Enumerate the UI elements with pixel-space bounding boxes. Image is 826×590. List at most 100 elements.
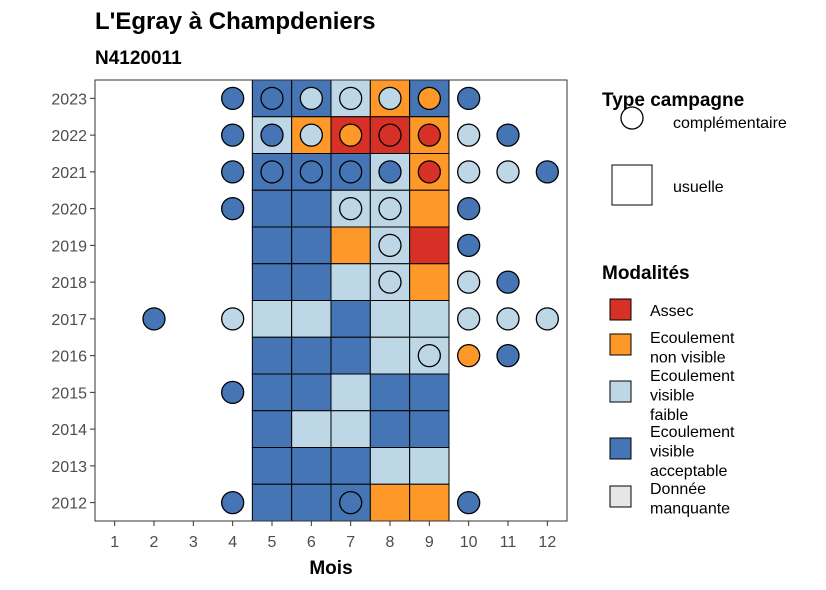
point-2020-7 [339,196,363,221]
point-2023-5 [260,86,284,111]
y-tick-label: 2016 [51,349,87,366]
point-2021-9 [417,160,441,184]
cell-2016-8 [369,336,411,375]
point-2021-4 [221,160,245,184]
point-2021-8 [378,160,402,184]
legend-label-faible: visible [650,388,695,405]
cell-2016-5 [251,336,293,375]
point-2020-10 [457,196,481,221]
cell-2018-9 [409,263,450,301]
point-2015-4 [221,380,245,405]
legend-key-faible [609,380,632,403]
cell-2016-6 [291,336,332,375]
cell-2014-8 [369,410,411,448]
cell-2013-5 [251,447,293,485]
legend-type-label: usuelle [673,179,724,196]
legend-label-faible: faible [650,407,688,424]
cell-2016-7 [330,336,371,375]
legend-type-usuelle-key [611,164,653,206]
point-2022-4 [221,123,245,147]
complementary-circles-layer [142,86,559,515]
cell-2021-8 [369,153,411,191]
point-2018-8 [378,270,402,294]
cell-2014-6 [291,410,332,448]
point-2023-9 [417,86,441,111]
cell-2019-7 [330,226,371,265]
y-tick-label: 2018 [51,275,87,292]
legend-label-manquante: manquante [650,501,730,518]
point-2019-8 [378,233,402,258]
point-2023-7 [339,86,363,111]
y-axis: 2012 2013 2014 2015 2016 2017 2018 2019 2020 2021… [51,91,95,513]
legend-key-acceptable [609,437,632,460]
point-2021-11 [496,160,520,184]
cell-2020-9 [409,189,450,228]
x-tick-label: 2 [150,534,159,551]
point-2021-5 [260,160,284,184]
cell-2018-7 [330,263,371,301]
y-tick-label: 2014 [51,422,87,439]
legend-type-campagne: Type campagne complémentaire usuelle [602,90,787,206]
plot-panel-border [94,79,568,522]
point-2023-10 [457,86,481,111]
y-tick-label: 2019 [51,238,87,255]
point-2021-12 [535,160,559,184]
cell-2017-6 [291,300,332,338]
legend-type-complementaire-key [620,106,644,130]
point-2023-8 [378,86,402,111]
point-2019-10 [457,233,481,258]
point-2017-12 [535,307,559,331]
legend-label-acceptable: visible [650,444,695,461]
cell-2014-9 [409,410,450,448]
point-2017-10 [457,307,481,331]
y-tick-label: 2020 [51,202,87,219]
cell-2019-5 [251,226,293,265]
x-tick-label: 12 [538,534,556,551]
cell-2015-6 [291,373,332,412]
legend-key-manquante [609,485,632,508]
legend-key-non_visible [609,333,632,356]
x-tick-label: 11 [500,534,517,551]
cell-2020-5 [251,189,293,228]
x-tick-label: 1 [110,534,119,551]
cell-2019-9 [409,226,450,265]
y-tick-label: 2017 [51,312,87,329]
legend-type-label: complémentaire [673,115,787,132]
point-2021-7 [339,160,363,184]
point-2022-8 [378,123,402,147]
cell-2022-7 [330,116,371,154]
cell-2017-5 [251,300,293,338]
point-2021-10 [457,160,481,184]
point-2022-6 [299,123,323,147]
cell-2017-7 [330,300,371,338]
point-2016-10 [457,343,481,368]
point-2022-10 [457,123,481,147]
legend-label-acceptable: Ecoulement [650,424,735,441]
cell-2018-6 [291,263,332,301]
legend-label-faible: Ecoulement [650,368,735,385]
cell-2012-9 [409,483,450,522]
cell-2012-5 [251,483,293,522]
x-axis-title: Mois [309,558,352,579]
point-2020-4 [221,196,245,221]
x-tick-label: 3 [189,534,198,551]
cell-2013-9 [409,447,450,485]
cell-2018-5 [251,263,293,301]
cell-2015-7 [330,373,371,412]
cell-2012-6 [291,483,332,522]
y-tick-label: 2012 [51,496,87,513]
cell-2014-5 [251,410,293,448]
legend-label-acceptable: acceptable [650,463,727,480]
y-tick-label: 2023 [51,91,87,108]
legend-label-manquante: Donnée [650,481,706,498]
legend-label-assec: Assec [650,303,694,320]
y-tick-label: 2021 [51,165,87,182]
cell-2015-9 [409,373,450,412]
x-tick-label: 6 [307,534,316,551]
legend-label-non_visible: Ecoulement [650,330,735,347]
cell-2020-6 [291,189,332,228]
cell-2015-8 [369,373,411,412]
